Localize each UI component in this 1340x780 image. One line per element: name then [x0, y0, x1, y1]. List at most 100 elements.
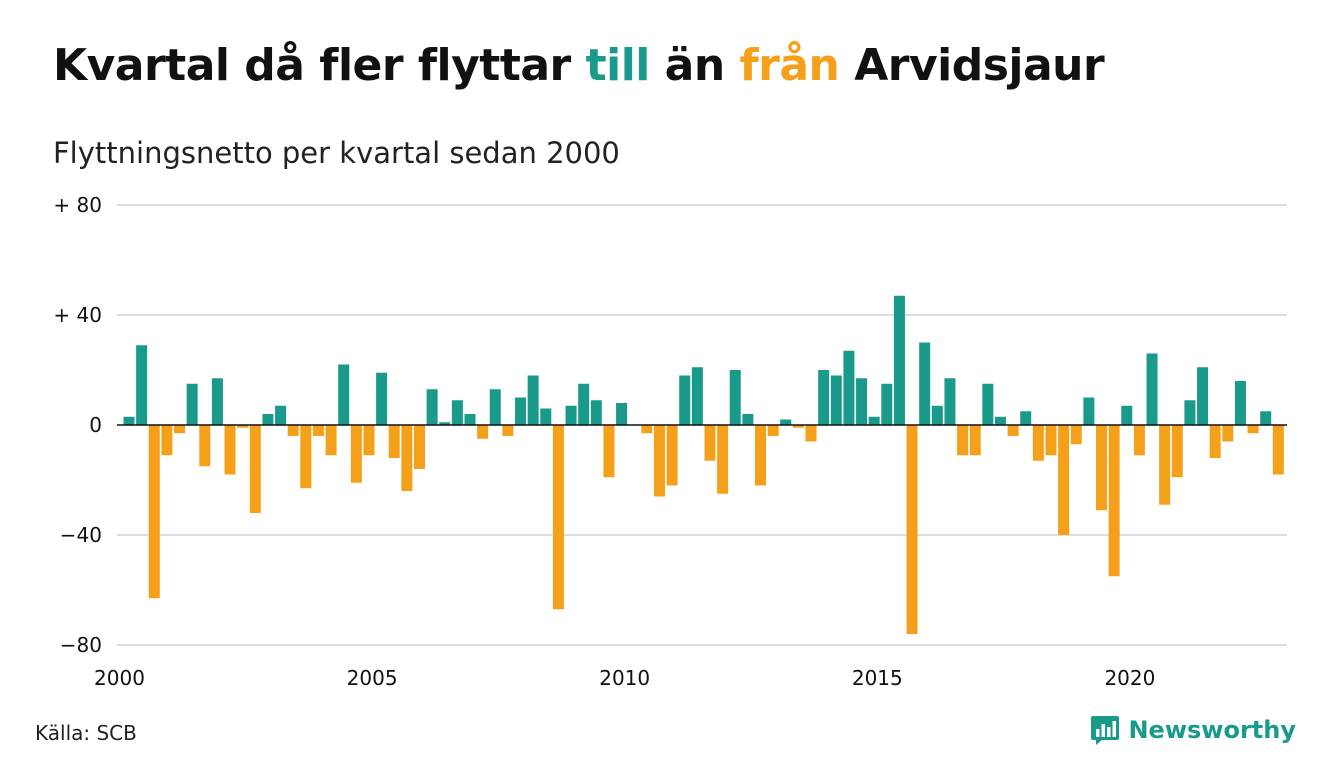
- y-tick-label: + 80: [53, 193, 102, 217]
- bar-negative: [1096, 425, 1108, 511]
- bar-negative: [641, 425, 653, 434]
- bar-negative: [401, 425, 413, 491]
- bar-negative: [300, 425, 312, 489]
- bar-negative: [1247, 425, 1259, 434]
- bar-negative: [1171, 425, 1183, 478]
- x-tick-label: 2015: [852, 666, 903, 690]
- y-tick-label: −80: [60, 633, 102, 657]
- bar-positive: [1197, 367, 1209, 425]
- bar-positive: [540, 408, 552, 425]
- bar-positive: [982, 383, 994, 425]
- x-axis-labels: 2000 2005 2010 2015 2020: [94, 666, 1155, 690]
- bar-positive: [527, 375, 539, 425]
- newsworthy-logo: Newsworthy: [1090, 714, 1296, 746]
- bar-positive: [376, 372, 388, 425]
- grid-layer: [117, 204, 1287, 646]
- bar-negative: [287, 425, 299, 436]
- title-part3: Arvidsjaur: [839, 40, 1105, 91]
- title-fran: från: [739, 40, 840, 91]
- bar-positive: [843, 350, 855, 425]
- bar-positive: [1260, 411, 1272, 425]
- bar-positive: [136, 345, 148, 425]
- y-axis-labels: + 80 + 40 0 −40 −80: [53, 193, 102, 657]
- bar-positive: [590, 400, 602, 425]
- bar-negative: [1272, 425, 1284, 475]
- bar-layer: [123, 295, 1284, 634]
- bar-negative: [224, 425, 236, 475]
- bar-negative: [1058, 425, 1070, 535]
- bar-negative: [653, 425, 665, 497]
- bar-negative: [1070, 425, 1082, 445]
- bar-positive: [1146, 353, 1158, 425]
- y-tick-label: −40: [60, 523, 102, 547]
- y-tick-label: 0: [89, 413, 102, 437]
- bar-positive: [1121, 405, 1133, 425]
- bar-negative: [148, 425, 160, 599]
- bar-negative: [161, 425, 173, 456]
- bar-negative: [666, 425, 678, 486]
- bar-negative: [249, 425, 261, 513]
- bar-negative: [199, 425, 211, 467]
- bar-negative: [603, 425, 615, 478]
- bar-positive: [275, 405, 287, 425]
- bar-negative: [174, 425, 186, 434]
- bar-negative: [1159, 425, 1171, 505]
- bar-positive: [1184, 400, 1196, 425]
- bar-positive: [994, 416, 1006, 425]
- bar-negative: [717, 425, 729, 494]
- bar-negative: [388, 425, 400, 458]
- bar-positive: [123, 416, 135, 425]
- bar-positive: [262, 414, 274, 425]
- bar-negative: [350, 425, 362, 483]
- bar-negative: [767, 425, 779, 436]
- y-tick-label: + 40: [53, 303, 102, 327]
- bar-negative: [477, 425, 489, 439]
- bar-negative: [805, 425, 817, 442]
- bar-negative: [1007, 425, 1019, 436]
- bar-negative: [704, 425, 716, 461]
- bar-positive: [515, 397, 527, 425]
- chart-bars-icon: [1091, 716, 1120, 745]
- bar-negative: [906, 425, 918, 634]
- bar-negative: [363, 425, 375, 456]
- bar-negative: [755, 425, 766, 486]
- x-tick-label: 2010: [599, 666, 650, 690]
- bar-positive: [780, 419, 792, 425]
- title-till: till: [585, 40, 651, 91]
- bar-positive: [881, 383, 893, 425]
- bar-positive: [464, 414, 476, 425]
- brand-name: Newsworthy: [1128, 716, 1296, 744]
- x-tick-label: 2005: [347, 666, 398, 690]
- chart-title: Kvartal då fler flyttar till än från Arv…: [53, 40, 1105, 91]
- bar-negative: [552, 425, 564, 610]
- bar-positive: [1083, 397, 1095, 425]
- bar-chart: + 80 + 40 0 −40 −80 2000 2005 2010 2015 2020: [53, 193, 1287, 690]
- bar-negative: [1108, 425, 1120, 577]
- bar-negative: [1045, 425, 1057, 456]
- bar-negative: [413, 425, 425, 469]
- bar-positive: [338, 364, 350, 425]
- bar-negative: [312, 425, 324, 436]
- bar-positive: [211, 378, 223, 425]
- bar-positive: [426, 389, 438, 425]
- bar-positive: [729, 370, 741, 425]
- bar-positive: [439, 422, 451, 425]
- bar-positive: [451, 400, 463, 425]
- bar-positive: [616, 403, 628, 425]
- title-part1: Kvartal då fler flyttar: [53, 40, 586, 91]
- bar-positive: [868, 416, 880, 425]
- x-tick-label: 2020: [1104, 666, 1155, 690]
- bar-positive: [931, 405, 943, 425]
- bar-positive: [830, 375, 842, 425]
- bar-negative: [1222, 425, 1234, 442]
- chart-subtitle: Flyttningsnetto per kvartal sedan 2000: [53, 136, 620, 170]
- bar-positive: [919, 342, 931, 425]
- bar-negative: [1032, 425, 1044, 461]
- bar-positive: [1234, 381, 1246, 425]
- bar-negative: [1133, 425, 1145, 456]
- bar-positive: [489, 389, 501, 425]
- bar-positive: [856, 378, 868, 425]
- bar-negative: [792, 425, 804, 428]
- bar-negative: [237, 425, 249, 428]
- bar-negative: [502, 425, 514, 436]
